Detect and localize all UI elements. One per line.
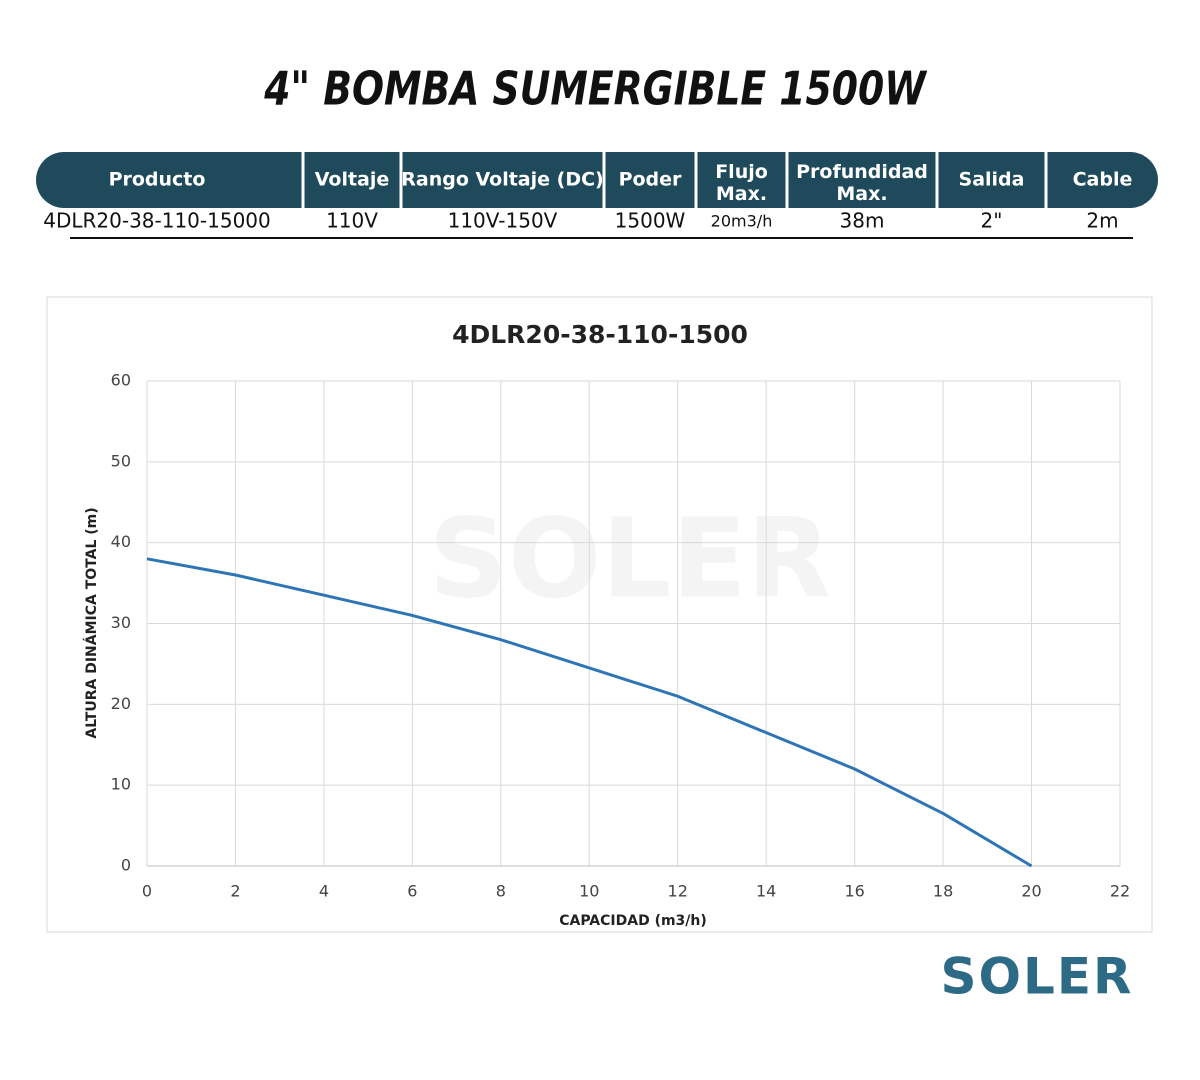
- table-cell: 1500W: [615, 209, 686, 233]
- table-cell: 110V-150V: [448, 209, 558, 233]
- table-cell: 2": [981, 209, 1003, 233]
- table-header: Voltaje: [315, 169, 390, 191]
- chart-title: 4DLR20-38-110-1500: [452, 320, 748, 349]
- x-tick-label: 22: [1110, 882, 1130, 901]
- table-header: Rango Voltaje (DC): [401, 169, 603, 191]
- x-tick-label: 18: [933, 882, 953, 901]
- y-tick-label: 40: [111, 532, 131, 551]
- y-tick-label: 30: [111, 613, 131, 632]
- table-header: Profundidad Max.: [796, 161, 928, 205]
- watermark: SOLER: [429, 494, 832, 622]
- table-header: Poder: [619, 169, 682, 191]
- table-cell: 110V: [326, 209, 378, 233]
- y-tick-label: 50: [111, 451, 131, 470]
- table-header-bar: [36, 152, 1158, 208]
- table-cell: 20m3/h: [711, 212, 773, 231]
- y-tick-label: 10: [111, 775, 131, 794]
- y-tick-label: 0: [121, 856, 131, 875]
- data-line: [146, 557, 1033, 868]
- table-cell: 4DLR20-38-110-15000: [43, 209, 271, 233]
- logo: SOLER: [940, 948, 1133, 1006]
- x-tick-label: 10: [579, 882, 599, 901]
- x-tick-label: 4: [319, 882, 329, 901]
- x-axis-label: CAPACIDAD (m3/h): [559, 913, 707, 929]
- x-tick-label: 16: [844, 882, 864, 901]
- y-tick-label: 20: [111, 694, 131, 713]
- table-header: Flujo Max.: [715, 161, 768, 205]
- y-axis-label: ALTURA DINÁMICA TOTAL (m): [83, 507, 100, 738]
- table-header: Producto: [109, 169, 206, 191]
- x-tick-label: 12: [668, 882, 688, 901]
- x-tick-label: 8: [496, 882, 506, 901]
- table-cell: 2m: [1086, 209, 1118, 233]
- table-header: Salida: [959, 169, 1025, 191]
- x-tick-label: 0: [142, 882, 152, 901]
- page-title: 4" BOMBA SUMERGIBLE 1500W: [263, 62, 928, 116]
- x-tick-label: 20: [1021, 882, 1041, 901]
- y-tick-label: 60: [111, 371, 131, 390]
- x-tick-label: 14: [756, 882, 776, 901]
- table-cell: 38m: [840, 209, 885, 233]
- chart-frame: [46, 296, 1153, 933]
- table-header: Cable: [1073, 169, 1133, 191]
- x-tick-label: 6: [407, 882, 417, 901]
- x-tick-label: 2: [230, 882, 240, 901]
